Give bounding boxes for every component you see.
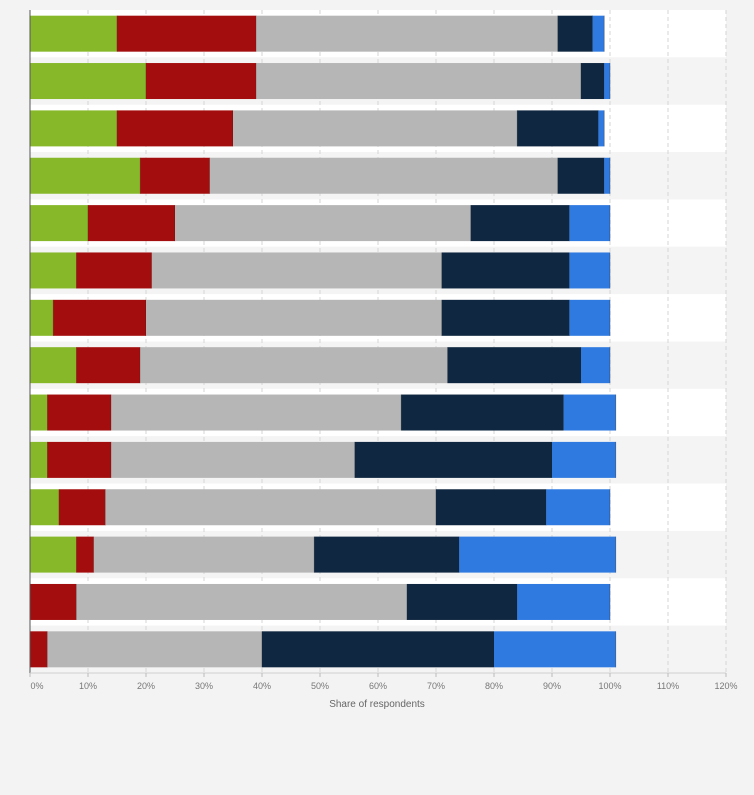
x-tick-label: 60% <box>369 681 387 691</box>
bar-segment <box>76 536 94 573</box>
bar-segment <box>30 252 77 289</box>
bar-segment <box>262 631 494 668</box>
bar-segment <box>117 15 257 52</box>
bar-segment <box>30 489 59 526</box>
bar-segment <box>88 205 175 242</box>
bar-segment <box>256 15 558 52</box>
bar-segment <box>494 631 616 668</box>
bar-segment <box>30 441 48 478</box>
bar-segment <box>47 394 112 431</box>
bar-segment <box>604 157 610 194</box>
bar-segment <box>151 252 442 289</box>
bar-segment <box>517 110 599 147</box>
bar-segment <box>546 489 610 526</box>
bar-segment <box>146 63 257 100</box>
bar-segment <box>30 631 48 668</box>
bar-segment <box>598 110 605 147</box>
bar-segment <box>581 63 605 100</box>
bar-segment <box>30 157 141 194</box>
bar-segment <box>581 347 610 384</box>
x-tick-label: 20% <box>137 681 155 691</box>
bar-segment <box>592 15 605 52</box>
bar-segment <box>569 252 610 289</box>
x-tick-label: 40% <box>253 681 271 691</box>
bar-segment <box>30 110 117 147</box>
bar-segment <box>47 441 112 478</box>
bar-segment <box>30 583 77 620</box>
bar-segment <box>76 583 408 620</box>
bar-segment <box>569 299 610 336</box>
bar-segment <box>557 157 605 194</box>
bar-segment <box>354 441 552 478</box>
bar-segment <box>256 63 581 100</box>
bar-segment <box>59 489 106 526</box>
bar-segment <box>470 205 570 242</box>
bar-segment <box>30 536 77 573</box>
bar-segment <box>436 489 547 526</box>
bar-segment <box>30 63 146 100</box>
bar-segment <box>105 489 437 526</box>
bar-segment <box>209 157 558 194</box>
bar-segment <box>30 394 48 431</box>
bar-segment <box>30 15 117 52</box>
bar-segment <box>441 252 570 289</box>
bar-segment <box>401 394 564 431</box>
bar-segment <box>407 583 518 620</box>
bar-segment <box>314 536 460 573</box>
x-tick-label: 80% <box>485 681 503 691</box>
x-axis: 0% 10% 20% 30% 40% 50% 60% 70% 80% 90% 100% 110% 120… <box>29 10 738 691</box>
bar-segment <box>93 536 315 573</box>
x-tick-label: 30% <box>195 681 213 691</box>
bar-segment <box>563 394 616 431</box>
x-tick-label: 50% <box>311 681 329 691</box>
bar-segment <box>53 299 147 336</box>
bar-segment <box>30 205 88 242</box>
bar-segment <box>604 63 610 100</box>
bar-segment <box>76 347 141 384</box>
bar-segment <box>517 583 610 620</box>
bar-segment <box>557 15 593 52</box>
x-tick-label: 120% <box>714 681 737 691</box>
x-tick-label: 0% <box>30 681 43 691</box>
bar-segment <box>441 299 570 336</box>
bar-segment <box>447 347 581 384</box>
bar-segment <box>111 441 355 478</box>
bar-segment <box>569 205 610 242</box>
bars <box>30 15 617 668</box>
bar-segment <box>140 157 210 194</box>
bar-segment <box>146 299 442 336</box>
bar-segment <box>47 631 263 668</box>
x-tick-label: 90% <box>543 681 561 691</box>
bar-segment <box>233 110 518 147</box>
x-axis-title: Share of respondents <box>329 699 425 710</box>
bar-segment <box>140 347 448 384</box>
x-tick-label: 110% <box>657 681 679 691</box>
bar-segment <box>117 110 233 147</box>
gridlines <box>87 10 727 673</box>
bar-segment <box>30 299 54 336</box>
x-tick-label: 100% <box>598 681 621 691</box>
x-tick-label: 70% <box>427 681 445 691</box>
x-tick-label: 10% <box>79 681 97 691</box>
bar-segment <box>175 205 471 242</box>
bar-segment <box>552 441 616 478</box>
bar-segment <box>111 394 402 431</box>
bar-segment <box>30 347 77 384</box>
bar-segment <box>459 536 616 573</box>
bar-segment <box>76 252 152 289</box>
